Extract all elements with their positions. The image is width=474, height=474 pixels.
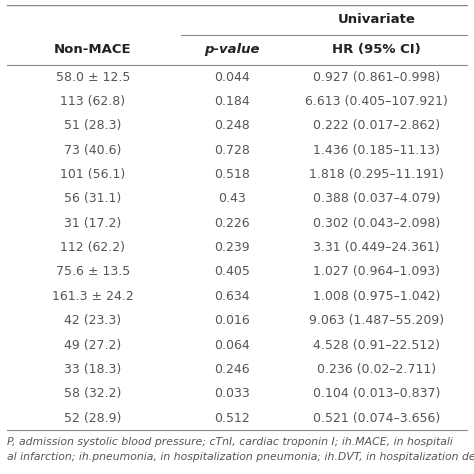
Text: 3.31 (0.449–24.361): 3.31 (0.449–24.361)	[313, 241, 440, 254]
Text: 49 (27.2): 49 (27.2)	[64, 338, 122, 352]
Text: 112 (62.2): 112 (62.2)	[61, 241, 126, 254]
Text: HR (95% CI): HR (95% CI)	[332, 43, 421, 56]
Text: 52 (28.9): 52 (28.9)	[64, 412, 122, 425]
Text: Non-MACE: Non-MACE	[54, 43, 132, 56]
Text: 0.236 (0.02–2.711): 0.236 (0.02–2.711)	[317, 363, 436, 376]
Text: 101 (56.1): 101 (56.1)	[60, 168, 126, 181]
Text: 4.528 (0.91–22.512): 4.528 (0.91–22.512)	[313, 338, 440, 352]
Text: 0.044: 0.044	[214, 71, 250, 83]
Text: 0.521 (0.074–3.656): 0.521 (0.074–3.656)	[313, 412, 440, 425]
Text: 9.063 (1.487–55.209): 9.063 (1.487–55.209)	[309, 314, 444, 327]
Text: 0.302 (0.043–2.098): 0.302 (0.043–2.098)	[313, 217, 440, 230]
Text: 0.388 (0.037–4.079): 0.388 (0.037–4.079)	[313, 192, 440, 205]
Text: 0.43: 0.43	[219, 192, 246, 205]
Text: 0.239: 0.239	[215, 241, 250, 254]
Text: 75.6 ± 13.5: 75.6 ± 13.5	[56, 265, 130, 279]
Text: 0.104 (0.013–0.837): 0.104 (0.013–0.837)	[313, 387, 440, 401]
Text: 51 (28.3): 51 (28.3)	[64, 119, 122, 132]
Text: 6.613 (0.405–107.921): 6.613 (0.405–107.921)	[305, 95, 448, 108]
Text: 0.405: 0.405	[214, 265, 250, 279]
Text: 73 (40.6): 73 (40.6)	[64, 144, 122, 157]
Text: 113 (62.8): 113 (62.8)	[61, 95, 126, 108]
Text: 0.016: 0.016	[214, 314, 250, 327]
Text: 1.008 (0.975–1.042): 1.008 (0.975–1.042)	[313, 290, 440, 303]
Text: 1.027 (0.964–1.093): 1.027 (0.964–1.093)	[313, 265, 440, 279]
Text: 1.818 (0.295–11.191): 1.818 (0.295–11.191)	[309, 168, 444, 181]
Text: 0.033: 0.033	[214, 387, 250, 401]
Text: 0.927 (0.861–0.998): 0.927 (0.861–0.998)	[313, 71, 440, 83]
Text: 33 (18.3): 33 (18.3)	[64, 363, 122, 376]
Text: 31 (17.2): 31 (17.2)	[64, 217, 122, 230]
Text: 0.728: 0.728	[214, 144, 250, 157]
Text: al infarction; ih.pneumonia, in hospitalization pneumonia; ih.DVT, in hospitaliz: al infarction; ih.pneumonia, in hospital…	[7, 452, 474, 462]
Text: 161.3 ± 24.2: 161.3 ± 24.2	[52, 290, 134, 303]
Text: 0.184: 0.184	[214, 95, 250, 108]
Text: 0.226: 0.226	[215, 217, 250, 230]
Text: 42 (23.3): 42 (23.3)	[64, 314, 121, 327]
Text: p-value: p-value	[205, 43, 260, 56]
Text: 0.518: 0.518	[214, 168, 250, 181]
Text: 0.064: 0.064	[214, 338, 250, 352]
Text: 0.222 (0.017–2.862): 0.222 (0.017–2.862)	[313, 119, 440, 132]
Text: 0.512: 0.512	[214, 412, 250, 425]
Text: 0.246: 0.246	[215, 363, 250, 376]
Text: 0.634: 0.634	[215, 290, 250, 303]
Text: 0.248: 0.248	[214, 119, 250, 132]
Text: 56 (31.1): 56 (31.1)	[64, 192, 122, 205]
Text: Univariate: Univariate	[337, 13, 415, 26]
Text: 58.0 ± 12.5: 58.0 ± 12.5	[56, 71, 130, 83]
Text: 1.436 (0.185–11.13): 1.436 (0.185–11.13)	[313, 144, 440, 157]
Text: 58 (32.2): 58 (32.2)	[64, 387, 122, 401]
Text: P, admission systolic blood pressure; cTnI, cardiac troponin I; ih.MACE, in hosp: P, admission systolic blood pressure; cT…	[7, 437, 453, 447]
